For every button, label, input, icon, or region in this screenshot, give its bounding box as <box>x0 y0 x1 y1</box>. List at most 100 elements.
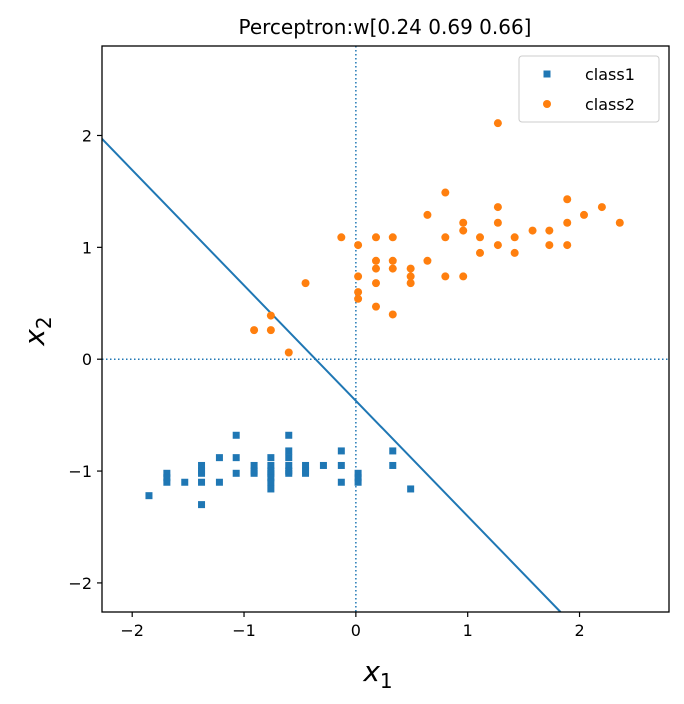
data-points <box>145 119 624 509</box>
class2-point <box>493 241 502 250</box>
class2-point <box>459 272 468 281</box>
class1-point <box>215 478 223 486</box>
class2-point <box>371 279 380 288</box>
class2-point <box>423 210 432 219</box>
class2-point <box>354 272 363 281</box>
x-tick-label: −2 <box>120 621 144 640</box>
class1-point <box>198 478 206 486</box>
class1-point <box>163 469 171 477</box>
class1-point <box>198 469 206 477</box>
class1-point <box>145 492 153 500</box>
chart-title: Perceptron:w[0.24 0.69 0.66] <box>239 15 532 39</box>
class2-point <box>354 288 363 297</box>
class2-point <box>266 311 275 320</box>
class1-point <box>250 469 258 477</box>
y-tick-label: −1 <box>68 462 92 481</box>
class2-point <box>563 195 572 204</box>
class2-point <box>441 233 450 242</box>
class2-point <box>459 226 468 235</box>
y-tick-label: 1 <box>82 238 92 257</box>
x-tick-label: 0 <box>351 621 361 640</box>
class2-legend-label: class2 <box>585 95 635 114</box>
class2-point <box>510 248 519 257</box>
y-axis-label-main: x <box>18 329 51 347</box>
reference-lines <box>102 46 669 612</box>
class2-point <box>371 233 380 242</box>
class1-point <box>285 461 293 469</box>
class1-point <box>232 469 240 477</box>
class1-point <box>319 461 327 469</box>
class1-legend-marker <box>543 70 551 78</box>
class1-point <box>267 469 275 477</box>
class2-legend-marker <box>543 100 551 108</box>
class1-point <box>198 461 206 469</box>
class2-point <box>459 218 468 227</box>
class1-point <box>267 461 275 469</box>
class2-point <box>371 256 380 265</box>
class2-point <box>406 264 415 273</box>
class2-point <box>441 188 450 197</box>
class2-point <box>563 241 572 250</box>
class1-point <box>267 485 275 493</box>
class1-point <box>250 461 258 469</box>
plot-area <box>102 46 669 612</box>
class2-point <box>354 241 363 250</box>
class1-point <box>267 478 275 486</box>
class2-point <box>476 233 484 242</box>
y-axis-label: x2 <box>18 316 56 346</box>
class2-point <box>528 226 537 235</box>
class2-point <box>284 348 293 357</box>
x-axis-label-sub: 1 <box>380 669 393 693</box>
class2-point <box>250 326 259 335</box>
class2-point <box>441 272 450 281</box>
class2-point <box>493 203 502 212</box>
class2-point <box>615 218 624 227</box>
class1-point <box>302 461 310 469</box>
class1-point <box>354 474 362 482</box>
class2-point <box>493 218 502 227</box>
decision-boundary <box>102 138 562 612</box>
class2-point <box>406 279 415 288</box>
class1-point <box>267 474 275 482</box>
class1-legend-label: class1 <box>585 65 635 84</box>
class2-point <box>388 256 397 265</box>
class1-point <box>232 431 240 439</box>
class2-point <box>510 233 519 242</box>
class1-point <box>302 469 310 477</box>
legend: class1 class2 <box>518 55 660 123</box>
class2-point <box>371 302 380 311</box>
class2-point <box>545 226 554 235</box>
class2-point <box>388 233 397 242</box>
x-axis-label-main: x <box>362 655 380 688</box>
class1-point <box>354 478 362 486</box>
class1-point <box>267 454 275 462</box>
class2-point <box>388 264 397 273</box>
y-axis-label-sub: 2 <box>32 316 56 329</box>
class1-point <box>337 478 345 486</box>
class1-point <box>163 474 171 482</box>
class1-point <box>285 454 293 462</box>
class2-point <box>266 326 275 335</box>
class2-point <box>476 248 484 257</box>
y-tick-label: −2 <box>68 574 92 593</box>
class1-point <box>198 501 206 509</box>
class1-point <box>232 454 240 462</box>
legend-box <box>518 55 660 123</box>
y-tick-label: 0 <box>82 350 92 369</box>
class2-point <box>563 218 572 227</box>
class2-point <box>580 210 589 219</box>
y-tick-label: 2 <box>82 126 92 145</box>
class1-point <box>285 447 293 455</box>
x-tick-label: 1 <box>463 621 473 640</box>
x-axis-label: x1 <box>362 655 392 693</box>
class2-point <box>423 256 432 265</box>
decision-boundary-line <box>102 138 562 612</box>
x-tick-label: 2 <box>574 621 584 640</box>
plot-frame <box>101 45 670 613</box>
class2-point <box>597 203 606 212</box>
class2-point <box>354 294 363 303</box>
class1-point <box>163 478 171 486</box>
class2-point <box>337 233 346 242</box>
class2-point <box>371 264 380 273</box>
